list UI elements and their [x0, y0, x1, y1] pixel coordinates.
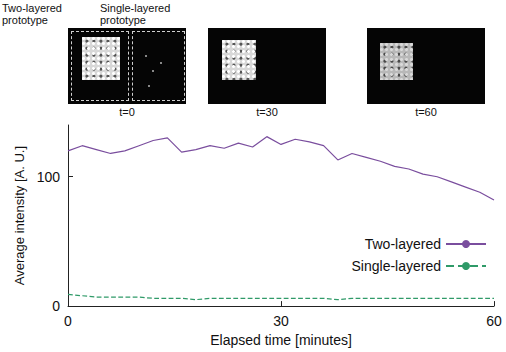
html-text:Single-layered prototype: Single-layered prototype [100, 2, 171, 26]
svg-text:Elapsed time [minutes]: Elapsed time [minutes] [210, 332, 352, 348]
html-text:Two-layered prototype: Two-layered prototype [2, 2, 62, 26]
html-text:t=0: t=0 [119, 106, 135, 118]
svg-text:60: 60 [486, 313, 502, 329]
html-text:t=30: t=30 [256, 106, 278, 118]
svg-text:100: 100 [37, 169, 61, 185]
svg-text:Single-layered: Single-layered [352, 258, 442, 274]
html-text:t=60: t=60 [415, 106, 437, 118]
svg-text:0: 0 [64, 313, 72, 329]
svg-text:30: 30 [273, 313, 289, 329]
svg-text:Two-layered: Two-layered [365, 236, 441, 252]
svg-text:0: 0 [52, 298, 60, 314]
svg-text:Average intensity [A. U.]: Average intensity [A. U.] [12, 146, 27, 285]
